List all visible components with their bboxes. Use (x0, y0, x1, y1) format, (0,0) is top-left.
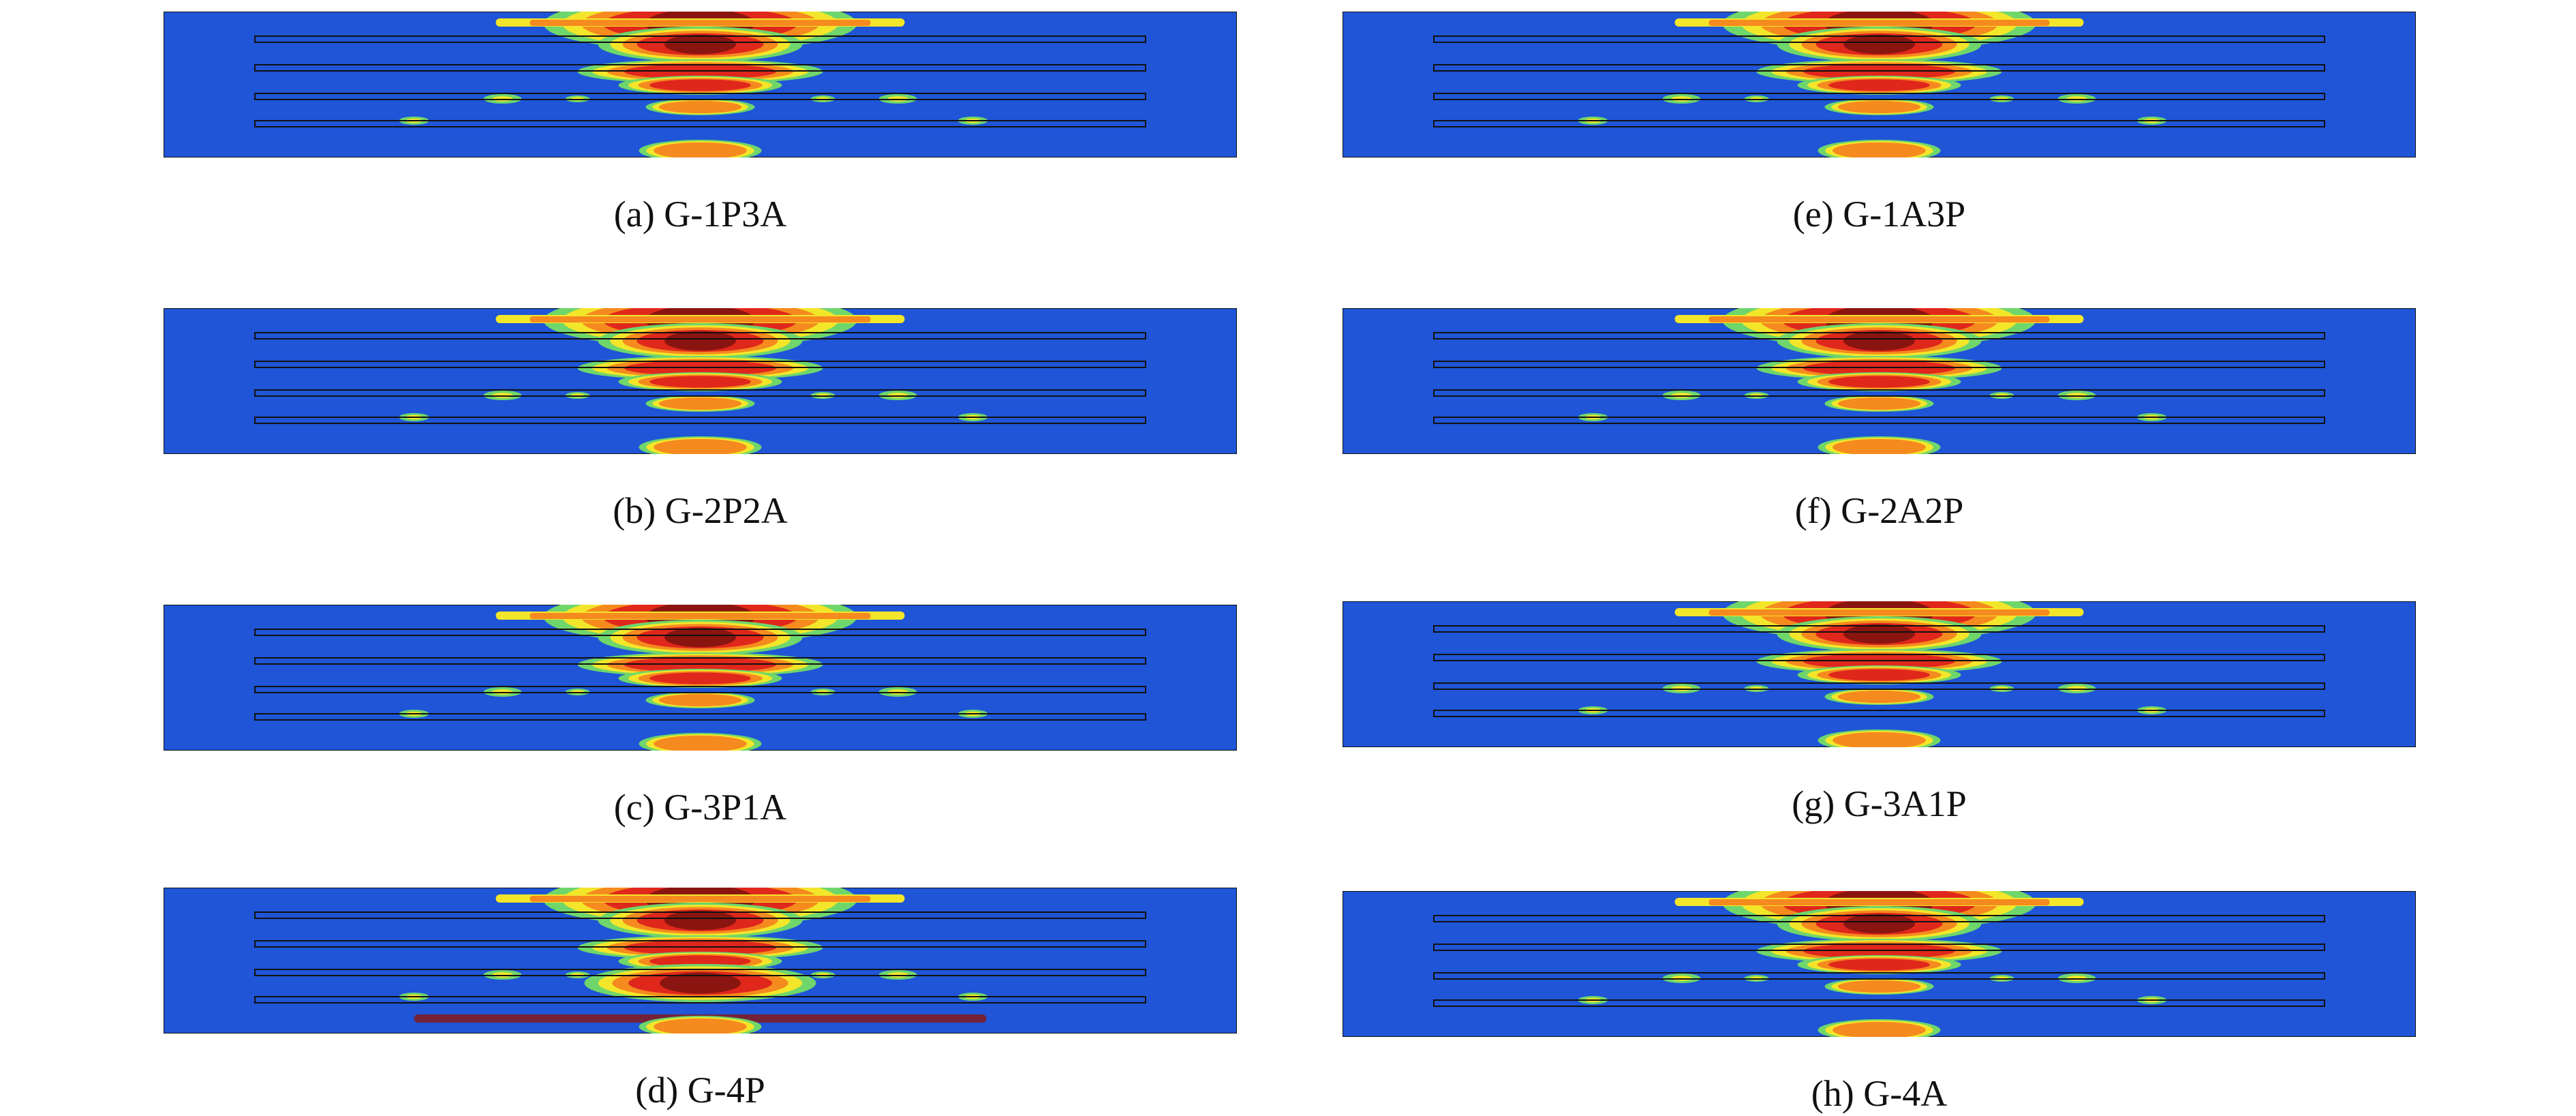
contour-orange-band (530, 613, 871, 619)
plate-outline (254, 629, 1146, 636)
plate-outline (1433, 64, 2325, 72)
plate-outline (254, 120, 1146, 127)
contour-orange (1837, 690, 1921, 704)
contour-svg (164, 605, 1237, 751)
contour-svg (164, 308, 1237, 454)
contour-orange (1833, 438, 1926, 454)
contour-svg (1343, 12, 2416, 157)
plate-outline (1433, 120, 2325, 127)
plate-outline (254, 332, 1146, 340)
plate-outline (254, 389, 1146, 397)
plate-outline (1433, 625, 2325, 633)
contour-svg (1343, 308, 2416, 454)
plate-outline (1433, 361, 2325, 368)
plate-outline (254, 940, 1146, 948)
caption-d: (d) G-4P (635, 1070, 765, 1111)
contour-plot-f (1343, 308, 2416, 454)
contour-plot-c (164, 605, 1237, 751)
plate-outline (1433, 972, 2325, 980)
plate-outline (1433, 35, 2325, 43)
contour-plot-e (1343, 12, 2416, 157)
contour-plot-h (1343, 891, 2416, 1037)
contour-red (649, 79, 751, 91)
contour-dark_red (664, 34, 736, 55)
contour-orange (654, 1018, 747, 1034)
plate-outline (254, 911, 1146, 919)
plate-outline (1433, 682, 2325, 690)
contour-dark_red (664, 910, 736, 931)
contour-orange-band (530, 316, 871, 322)
contour-dark_red (1843, 914, 1915, 934)
contour-orange (658, 693, 742, 707)
contour-orange (1833, 142, 1926, 157)
contour-orange (654, 735, 747, 751)
plate-outline (1433, 710, 2325, 717)
contour-orange-band (1708, 316, 2050, 322)
contour-red (649, 955, 751, 967)
caption-e: (e) G-1A3P (1792, 194, 1966, 235)
plate-outline (254, 35, 1146, 43)
contour-red (1828, 959, 1930, 971)
contour-red (1828, 376, 1930, 388)
plate-outline (1433, 654, 2325, 661)
contour-orange-band (1708, 899, 2050, 905)
contour-svg (1343, 891, 2416, 1037)
plate-outline (254, 64, 1146, 72)
contour-orange (1833, 1021, 1926, 1037)
contour-red (1828, 669, 1930, 681)
contour-dark_red (664, 627, 736, 648)
contour-orange-band (530, 896, 871, 902)
caption-h: (h) G-4A (1811, 1073, 1948, 1114)
plate-outline (254, 417, 1146, 424)
contour-orange (654, 438, 747, 454)
contour-dark_red (1843, 331, 1915, 351)
plate-outline (1433, 999, 2325, 1007)
plate-outline (1433, 93, 2325, 100)
contour-svg (1343, 601, 2416, 747)
caption-b: (b) G-2P2A (613, 490, 788, 531)
caption-g: (g) G-3A1P (1792, 783, 1967, 824)
contour-dark_red (1843, 34, 1915, 55)
contour-plot-d (164, 888, 1237, 1034)
contour-dark_red (660, 972, 741, 994)
contour-orange-band (1708, 609, 2050, 616)
plate-outline (1433, 417, 2325, 424)
plate-outline (254, 93, 1146, 100)
plate-outline (254, 969, 1146, 976)
contour-orange (658, 100, 742, 114)
contour-orange (1837, 100, 1921, 114)
plate-outline (254, 657, 1146, 665)
contour-orange-band (530, 20, 871, 26)
plate-outline (254, 361, 1146, 368)
contour-orange (1837, 397, 1921, 410)
plate-outline (1433, 915, 2325, 922)
plate-outline (1433, 389, 2325, 397)
contour-plot-a (164, 12, 1237, 157)
plate-outline (1433, 332, 2325, 340)
contour-orange (1833, 732, 1926, 747)
contour-red (649, 672, 751, 684)
plate-outline (254, 686, 1146, 693)
contour-orange (658, 397, 742, 410)
contour-red (1828, 79, 1930, 91)
contour-orange (1837, 980, 1921, 993)
contour-plot-b (164, 308, 1237, 454)
caption-c: (c) G-3P1A (613, 787, 787, 828)
contour-plot-g (1343, 601, 2416, 747)
contour-orange (654, 142, 747, 157)
caption-f: (f) G-2A2P (1794, 490, 1964, 531)
contour-dark_red (664, 331, 736, 351)
contour-dark_red (1843, 624, 1915, 644)
plate-outline (254, 996, 1146, 1004)
contour-red (649, 376, 751, 388)
caption-a: (a) G-1P3A (613, 194, 787, 235)
contour-svg (164, 12, 1237, 157)
contour-orange-band (1708, 20, 2050, 26)
plate-outline (254, 713, 1146, 721)
plate-outline (1433, 944, 2325, 951)
contour-svg (164, 888, 1237, 1034)
